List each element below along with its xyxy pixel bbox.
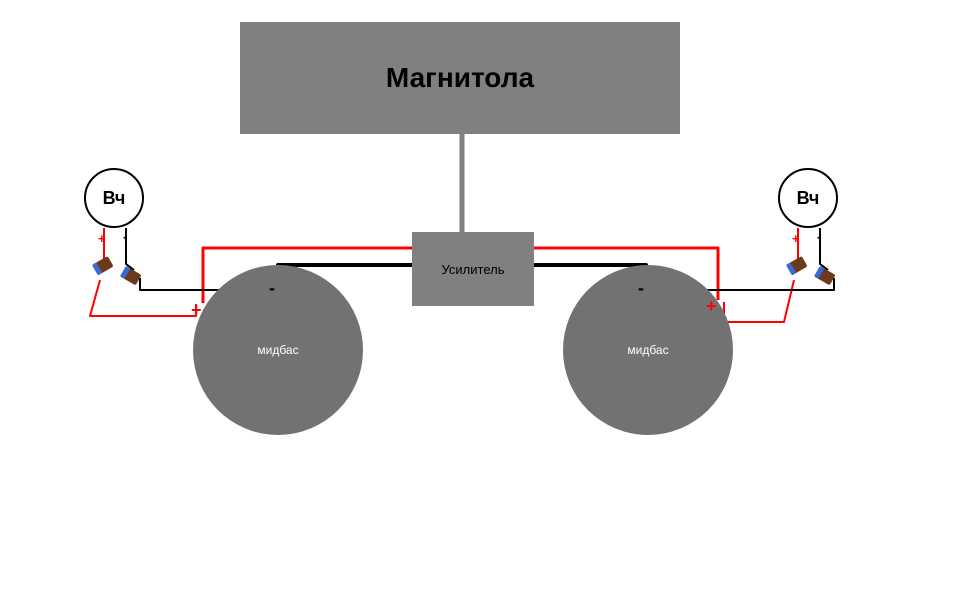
tweeter-1-plus: + — [792, 231, 800, 246]
midbass-left: мидбас — [193, 265, 363, 435]
capacitor-2 — [786, 256, 808, 275]
tweeter-0-plus: + — [98, 231, 106, 246]
tweeter-left: Вч — [84, 168, 144, 228]
tweeter-right: Вч — [778, 168, 838, 228]
midbass-0-plus: + — [191, 300, 202, 321]
head-unit: Магнитола — [240, 22, 680, 134]
capacitor-3 — [814, 266, 836, 285]
midbass-1-plus: + — [706, 296, 717, 317]
wire-6 — [90, 280, 196, 316]
midbass-right: мидбас — [563, 265, 733, 435]
capacitor-0 — [92, 256, 114, 275]
midbass-1-minus: - — [638, 278, 644, 299]
capacitor-1 — [120, 266, 142, 285]
tweeter-1-minus: - — [817, 229, 821, 244]
tweeter-0-minus: - — [123, 229, 127, 244]
wiring-diagram: МагнитолаУсилительмидбас+-мидбас+-Вч+-Вч… — [0, 0, 960, 605]
wire-10 — [724, 280, 794, 322]
amplifier: Усилитель — [412, 232, 534, 306]
midbass-0-minus: - — [269, 278, 275, 299]
